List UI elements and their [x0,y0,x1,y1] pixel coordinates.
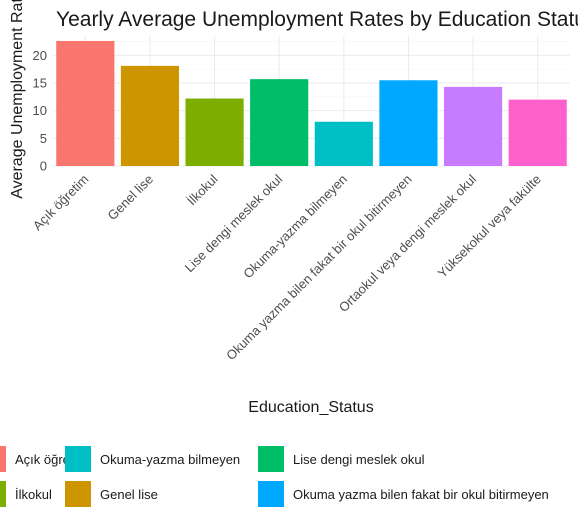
legend-key [65,446,91,472]
x-axis-title: Education_Status [248,399,373,416]
bar [314,121,373,166]
y-tick-label: 0 [40,159,47,174]
chart-title: Yearly Average Unemployment Rates by Edu… [56,8,578,31]
bar [508,99,567,166]
y-tick-label: 15 [33,76,47,91]
legend-key [65,481,91,507]
bar [443,86,503,166]
y-tick-label: 10 [33,103,47,118]
bar [379,80,438,166]
legend-key [0,446,6,472]
legend-label: Okuma yazma bilen fakat bir okul bitirme… [293,487,549,502]
legend-label: Genel lise [100,487,158,502]
legend-label: Okuma-yazma bilmeyen [100,452,240,467]
x-tick-label: Ortaokul veya dengi meslek okul [336,171,480,315]
legend-label: İlkokul [15,487,52,502]
bars [56,40,567,166]
y-tick-labels: 0 5 10 15 20 [33,48,47,174]
legend-key [258,446,284,472]
legend-label: Lise dengi meslek okul [293,452,425,467]
x-tick-label: Okuma-yazma bilmeyen [240,172,350,282]
x-tick-label: Genel lise [105,172,156,223]
bar [185,98,244,166]
bar [120,65,180,166]
y-tick-label: 5 [40,131,47,146]
y-tick-label: 20 [33,48,47,63]
y-axis-title: Average Unemployment Rate [9,0,26,199]
legend-key [0,481,6,507]
x-tick-label: Açık öğretim [30,172,92,234]
x-tick-label: İlkokul [184,171,221,208]
legend-key [258,481,284,507]
bar [56,40,115,166]
bar [250,79,309,166]
